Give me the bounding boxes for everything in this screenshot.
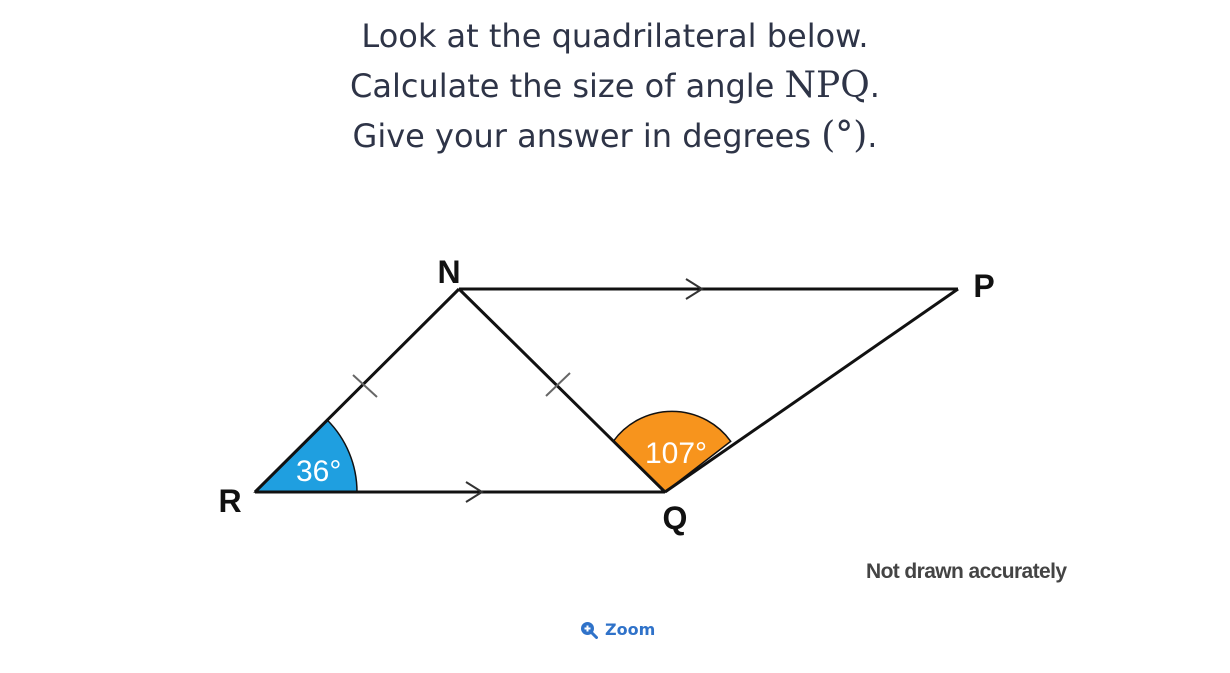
vertex-label-q: Q xyxy=(663,500,688,536)
edge-rn xyxy=(253,287,461,494)
question-line-2-end: . xyxy=(869,67,880,105)
zoom-label: Zoom xyxy=(605,620,656,639)
question-line-2: Calculate the size of angle NPQ. xyxy=(0,61,1230,111)
parallel-arrow-rq xyxy=(465,481,484,503)
tick-mark-rn xyxy=(352,374,378,398)
edge-nq xyxy=(457,287,667,494)
zoom-in-icon xyxy=(581,621,598,639)
vertex-label-p: P xyxy=(973,268,994,304)
zoom-button[interactable]: Zoom xyxy=(580,620,655,639)
vertex-label-n: N xyxy=(437,254,460,290)
angle-q-label: 107° xyxy=(645,437,707,470)
question-line-3-text: Give your answer in degrees xyxy=(352,117,812,155)
angle-r-label: 36° xyxy=(296,455,341,488)
question-line-3-end: . xyxy=(867,117,878,155)
tick-mark-nq xyxy=(545,372,571,397)
not-drawn-accurately-note: Not drawn accurately xyxy=(866,560,1067,583)
degree-unit-math: (°) xyxy=(821,115,868,156)
vertex-label-r: R xyxy=(218,483,241,519)
edge-qp xyxy=(664,287,959,494)
angle-name-math: NPQ xyxy=(784,65,870,106)
question-line-2-text: Calculate the size of angle xyxy=(350,67,775,105)
question-line-1: Look at the quadrilateral below. xyxy=(361,17,869,55)
question-text: Look at the quadrilateral below. Calcula… xyxy=(0,12,1230,161)
parallel-arrow-np xyxy=(685,278,704,300)
angle-r-sector xyxy=(253,418,358,493)
question-line-3: Give your answer in degrees (°). xyxy=(0,111,1230,161)
angle-q-sector xyxy=(612,410,732,493)
